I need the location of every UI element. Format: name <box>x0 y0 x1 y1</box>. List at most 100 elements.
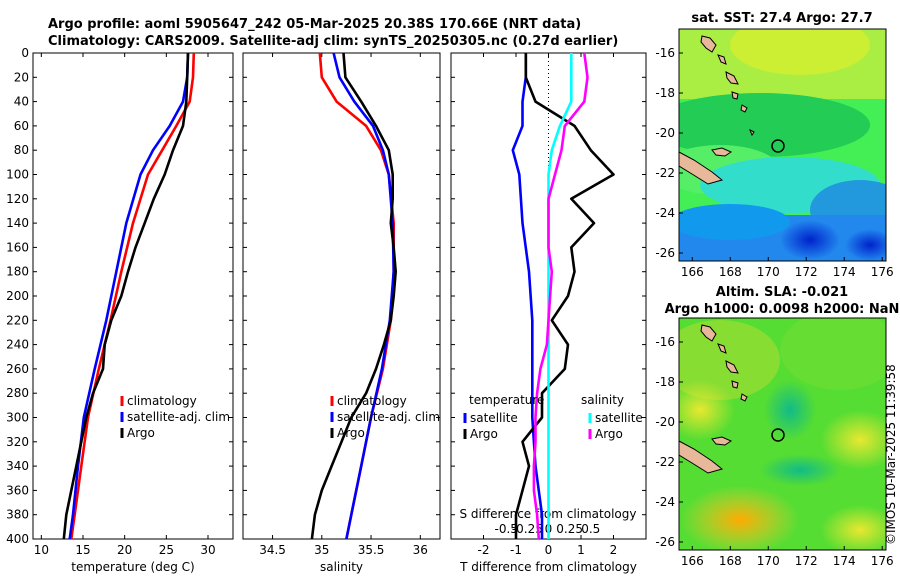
map-y-tick-label: -24 <box>655 206 675 220</box>
y-tick-label: 240 <box>6 338 29 352</box>
salinity-profile-xlabel: salinity <box>320 560 363 574</box>
y-tick-label: 280 <box>6 386 29 400</box>
x-tick-label: -1 <box>510 543 522 557</box>
y-tick-label: 180 <box>6 265 29 279</box>
legend-salinity-title: salinity <box>581 393 624 407</box>
series-line-climatology <box>70 52 196 540</box>
x-tick-label: -2 <box>478 543 490 557</box>
map-x-tick-label: 170 <box>757 554 780 568</box>
y-tick-label: 40 <box>14 95 29 109</box>
salinity-profile-axes-frame <box>242 52 441 540</box>
temperature-profile-axes-frame <box>32 52 234 540</box>
series-line-temperature-argo <box>514 53 615 539</box>
map-x-tick-label: 168 <box>719 554 742 568</box>
map-y-tick-label: -18 <box>655 86 675 100</box>
legend-label: satellite <box>595 411 643 425</box>
temperature-panel: 10 15 20 25 30 temperature (deg C) 0 20 40 60 80 10… <box>6 46 234 574</box>
figure-title-line2: Climatology: CARS2009. Satellite-adj cli… <box>48 34 618 49</box>
y-tick-label: 320 <box>6 435 29 449</box>
map-y-tick-label: -24 <box>655 495 675 509</box>
map-y-tick-label: -18 <box>655 375 675 389</box>
y-tick-label: 200 <box>6 289 29 303</box>
legend-label: climatology <box>127 394 197 408</box>
legend-temperature-title: temperature <box>469 393 544 407</box>
sla-map-field <box>679 318 886 550</box>
x-tick-label: 15 <box>75 543 90 557</box>
y-tick-label: 360 <box>6 483 29 497</box>
map-frame <box>678 28 887 262</box>
x-tick-label: 20 <box>117 543 132 557</box>
salinity-tick-label: 0.5 <box>581 522 600 536</box>
sst-map-field <box>679 29 886 261</box>
legend-label: satellite <box>470 411 518 425</box>
salinity-tick-label: -0.5 <box>495 522 518 536</box>
temperature-profile-xlabel: temperature (deg C) <box>71 560 194 574</box>
legend-label: Argo <box>470 427 498 441</box>
series-line-argo <box>310 52 398 540</box>
map-frame <box>678 317 887 551</box>
x-tick-label: 36 <box>413 543 428 557</box>
series-line-salinity-argo <box>532 52 589 540</box>
map-x-tick-label: 166 <box>681 554 704 568</box>
y-tick-label: 260 <box>6 362 29 376</box>
x-tick-label: 35 <box>314 543 329 557</box>
legend-label: satellite-adj. clim <box>127 410 230 424</box>
map-x-tick-label: 172 <box>795 554 818 568</box>
y-tick-label: 0 <box>21 46 29 60</box>
map-x-tick-label: 176 <box>871 265 894 279</box>
y-tick-label: 60 <box>14 119 29 133</box>
sst-map-title: sat. SST: 27.4 Argo: 27.7 <box>691 11 872 26</box>
x-tick-label: 30 <box>200 543 215 557</box>
map-y-tick-label: -22 <box>655 166 675 180</box>
sst-map-panel: sat. SST: 27.4 Argo: 27.7 166 168 170 172 1 <box>655 11 894 279</box>
map-x-tick-label: 174 <box>833 265 856 279</box>
y-tick-label: 380 <box>6 508 29 522</box>
map-y-tick-label: -26 <box>655 246 675 260</box>
map-x-tick-label: 176 <box>871 554 894 568</box>
y-tick-label: 100 <box>6 168 29 182</box>
y-tick-label: 120 <box>6 192 29 206</box>
sla-map-title-line2: Argo h1000: 0.0098 h2000: NaN <box>665 302 900 317</box>
figure-title-line1: Argo profile: aoml 5905647_242 05-Mar-20… <box>48 17 581 32</box>
map-x-tick-label: 166 <box>681 265 704 279</box>
y-tick-label: 160 <box>6 240 29 254</box>
salinity-tick-label: 0.25 <box>556 522 583 536</box>
map-x-tick-label: 174 <box>833 554 856 568</box>
y-tick-label: 140 <box>6 216 29 230</box>
legend-label: Argo <box>127 426 155 440</box>
map-x-tick-label: 170 <box>757 265 780 279</box>
y-tick-label: 20 <box>14 70 29 84</box>
imos-watermark: ©IMOS 10-Mar-2025 11:39:58 <box>884 364 898 545</box>
legend-label: satellite-adj. clim <box>337 410 440 424</box>
legend-label: Argo <box>337 426 365 440</box>
legend-label: climatology <box>337 394 407 408</box>
map-y-tick-label: -22 <box>655 455 675 469</box>
map-x-tick-label: 168 <box>719 265 742 279</box>
y-tick-label: 300 <box>6 411 29 425</box>
salinity-tick-label: -0.25 <box>512 522 543 536</box>
map-y-tick-label: -20 <box>655 126 675 140</box>
difference-xlabel: T difference from climatology <box>459 560 637 574</box>
x-tick-label: 0 <box>545 543 553 557</box>
x-tick-label: 1 <box>577 543 585 557</box>
map-y-tick-label: -16 <box>655 46 675 60</box>
sst-argo-marker <box>771 139 785 153</box>
map-y-tick-label: -26 <box>655 535 675 549</box>
sla-argo-marker <box>771 428 785 442</box>
series-line-argo <box>62 52 190 540</box>
map-y-tick-label: -16 <box>655 335 675 349</box>
x-tick-label: 25 <box>159 543 174 557</box>
x-tick-label: 35.5 <box>358 543 385 557</box>
x-tick-label: 34.5 <box>259 543 286 557</box>
salinity-panel: 34.5 35 35.5 36 salinity climatology satellite… <box>242 52 441 574</box>
x-tick-label: 2 <box>610 543 618 557</box>
map-y-tick-label: -20 <box>655 415 675 429</box>
map-x-tick-label: 172 <box>795 265 818 279</box>
legend-label: Argo <box>595 427 623 441</box>
y-tick-label: 340 <box>6 459 29 473</box>
y-tick-label: 400 <box>6 532 29 546</box>
x-tick-label: 10 <box>34 543 49 557</box>
y-tick-label: 80 <box>14 143 29 157</box>
